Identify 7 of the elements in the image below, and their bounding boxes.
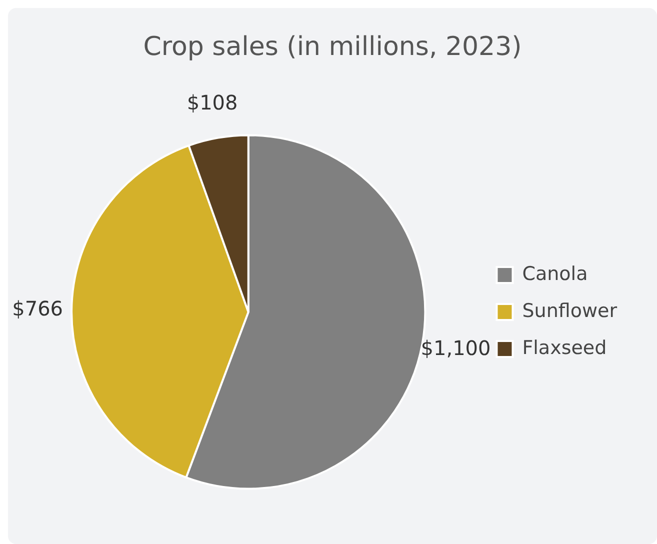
legend-label: Flaxseed — [522, 336, 607, 359]
chart-title: Crop sales (in millions, 2023) — [142, 32, 523, 62]
data-label: $1,100 — [420, 336, 491, 360]
legend-label: Canola — [522, 262, 588, 285]
data-label: $766 — [12, 296, 64, 321]
legend-label: Sunflower — [522, 300, 618, 322]
data-label: $108 — [186, 90, 238, 115]
